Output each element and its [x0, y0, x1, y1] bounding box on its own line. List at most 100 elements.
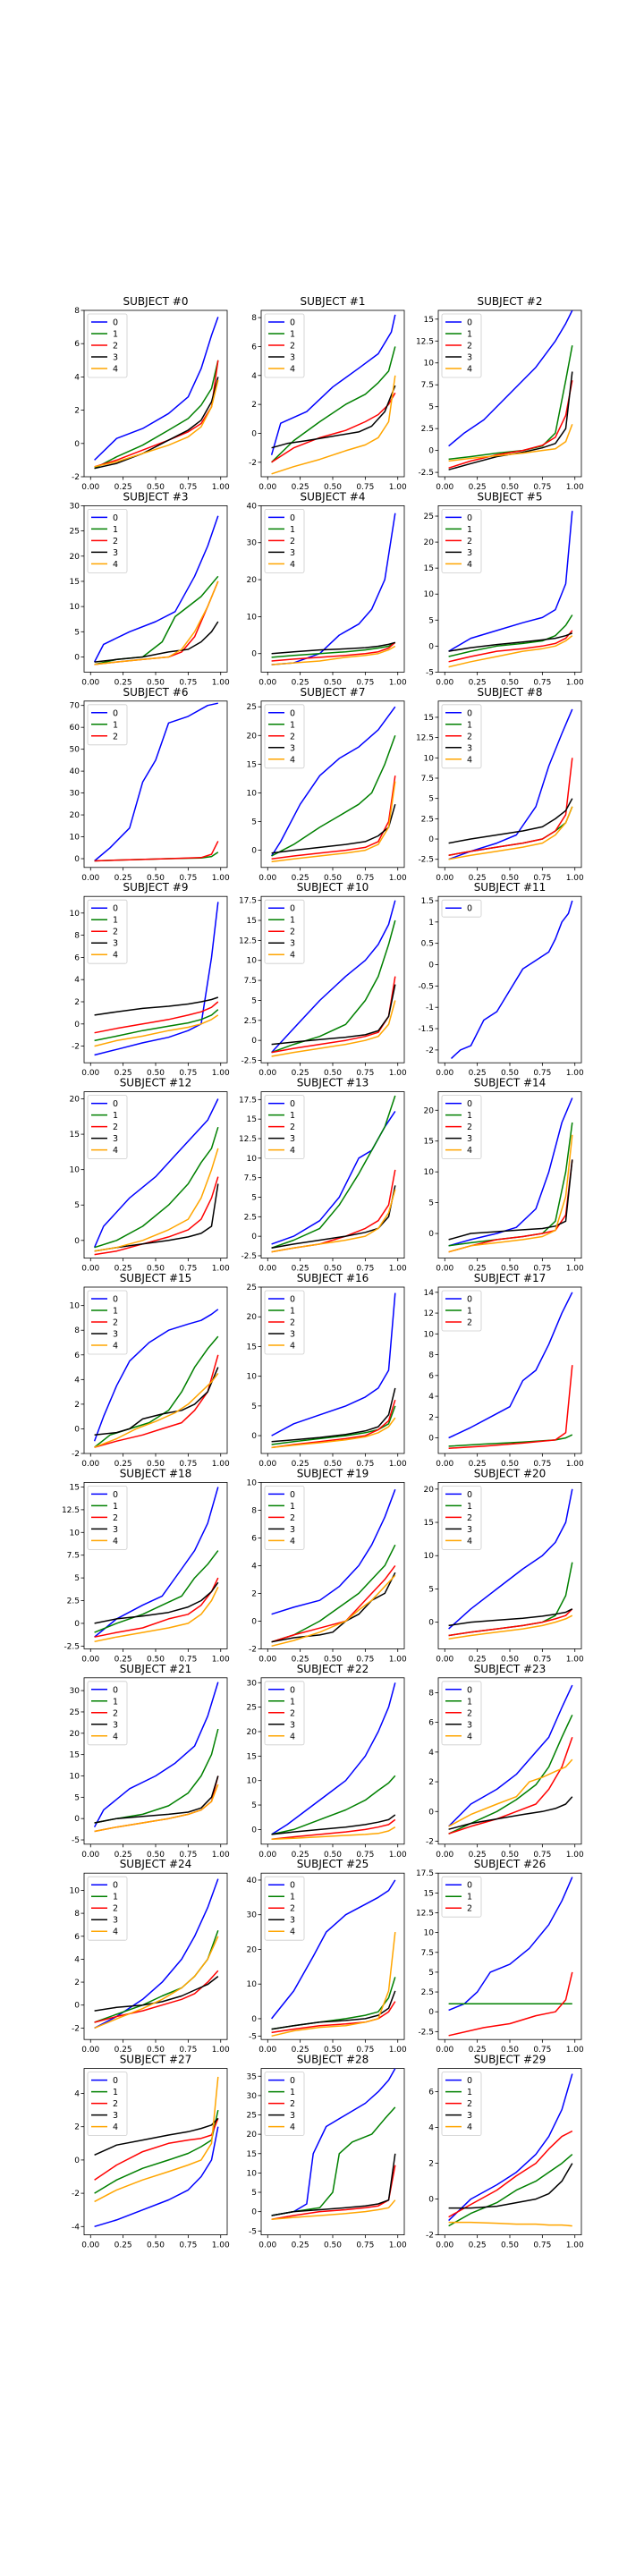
legend-label: 3 [113, 939, 118, 949]
legend-label: 2 [113, 928, 118, 937]
series-line-1 [448, 1562, 573, 1637]
series-lines [271, 1879, 396, 2038]
y-tick-label: 5 [428, 616, 434, 625]
legend-label: 2 [467, 1513, 472, 1523]
series-line-2 [448, 2130, 573, 2218]
y-tick-label: -2.5 [64, 1642, 80, 1651]
y-tick-label: 8 [428, 1352, 434, 1360]
series-line-2 [448, 1365, 573, 1449]
legend-label: 0 [290, 708, 295, 718]
y-tick-label: 0 [428, 1619, 434, 1628]
series-line-0 [448, 1684, 573, 1827]
subplot-26: SUBJECT #26 0.00 0.25 0.50 0.75 1.00 -2.5 0 2.5 5… [416, 1858, 584, 2055]
series-line-3 [271, 803, 396, 854]
x-tick-label: 0.50 [501, 1851, 519, 1860]
series-line-0 [271, 900, 396, 1054]
y-tick-label: 10 [424, 1552, 435, 1561]
series-line-0 [448, 1488, 573, 1630]
legend-label: 0 [290, 2076, 295, 2086]
y-tick-label: 20 [247, 1945, 258, 1954]
series-line-0 [94, 317, 219, 461]
x-tick-label: 0.50 [324, 1460, 342, 1469]
y-tick-label: -2.5 [418, 469, 434, 478]
series-line-0 [93, 515, 219, 663]
y-tick-label: 25 [70, 528, 80, 537]
series-line-4 [448, 806, 573, 860]
series-line-2 [448, 1159, 573, 1253]
x-tick-label: 0.50 [501, 2241, 519, 2250]
y-tick-label: 10 [70, 1166, 80, 1175]
series-lines [94, 2076, 219, 2228]
legend-label: 0 [290, 318, 295, 328]
y-tick-label: -5 [249, 2227, 257, 2236]
series-line-4 [271, 375, 396, 475]
x-tick-label: 0.00 [436, 678, 453, 687]
y-tick-label: -2 [72, 2024, 80, 2033]
y-tick-label: 20 [247, 732, 258, 741]
series-lines [93, 1098, 219, 1256]
legend-label: 2 [113, 1513, 118, 1523]
y-tick-label: 15 [247, 760, 257, 769]
y-tick-label: 15 [247, 1343, 257, 1352]
y-tick-label: 5 [428, 1969, 434, 1978]
subplot-title: SUBJECT #18 [120, 1467, 192, 1479]
subplot-title: SUBJECT #21 [120, 1663, 192, 1675]
x-tick-label: 1.00 [389, 1265, 407, 1274]
subplot-10: SUBJECT #10 0.00 0.25 0.50 0.75 1.00 -2.5 0 2.5 5… [239, 881, 407, 1078]
series-line-4 [448, 2221, 572, 2227]
x-tick-label: 0.75 [356, 1851, 374, 1860]
y-tick-label: 5 [428, 1199, 434, 1208]
legend-label: 2 [290, 2099, 295, 2109]
x-tick-label: 0.75 [356, 2046, 374, 2055]
y-tick-label: 0 [251, 1037, 257, 1046]
x-tick-label: 0.25 [469, 1851, 487, 1860]
x-tick-label: 0.25 [114, 1265, 132, 1274]
x-tick-label: 0.00 [436, 874, 453, 883]
y-tick-label: -2 [72, 2190, 80, 2199]
subplot-title: SUBJECT #13 [297, 1077, 369, 1089]
y-tick-label: 20 [70, 1730, 80, 1739]
series-line-1 [94, 575, 219, 665]
y-tick-label: 0 [251, 2208, 257, 2217]
x-tick-label: 1.00 [566, 1655, 584, 1664]
y-tick-label: 10 [70, 603, 80, 612]
x-tick-label: 0.50 [501, 2046, 519, 2055]
legend-label: 1 [290, 2088, 295, 2097]
series-line-1 [271, 346, 396, 463]
legend-label: 1 [113, 916, 118, 926]
y-tick-label: 2 [428, 2160, 434, 2169]
series-line-2 [271, 392, 396, 463]
series-line-2 [94, 1775, 219, 1833]
y-tick-label: 15 [424, 714, 434, 723]
series-line-0 [93, 1098, 219, 1248]
x-tick-label: 0.25 [114, 1655, 132, 1664]
legend-label: 1 [467, 1697, 472, 1707]
subplot-title: SUBJECT #29 [474, 2054, 547, 2066]
x-tick-label: 0.50 [501, 1069, 519, 1078]
legend-label: 3 [113, 1720, 118, 1730]
x-tick-label: 1.00 [212, 1069, 230, 1078]
y-tick-label: 7.5 [421, 775, 434, 784]
x-tick-label: 0.25 [292, 2046, 309, 2055]
legend-label: 4 [113, 1146, 118, 1156]
y-tick-label: 10 [424, 360, 435, 369]
legend-label: 1 [113, 1697, 118, 1707]
legend-label: 4 [467, 1537, 472, 1546]
series-line-0 [271, 1488, 396, 1615]
y-tick-label: -2.5 [418, 2028, 434, 2037]
y-tick-label: 5 [251, 1193, 257, 1202]
legend-label: 1 [467, 1893, 472, 1902]
x-tick-label: 0.25 [292, 1069, 309, 1078]
legend-label: 2 [467, 537, 472, 547]
y-tick-label: 4 [74, 1955, 80, 1964]
series-lines [94, 1878, 219, 2029]
y-tick-label: 0 [74, 1237, 80, 1246]
y-tick-label: 2.5 [421, 815, 434, 824]
series-line-4 [94, 379, 219, 468]
series-line-2 [448, 630, 573, 663]
